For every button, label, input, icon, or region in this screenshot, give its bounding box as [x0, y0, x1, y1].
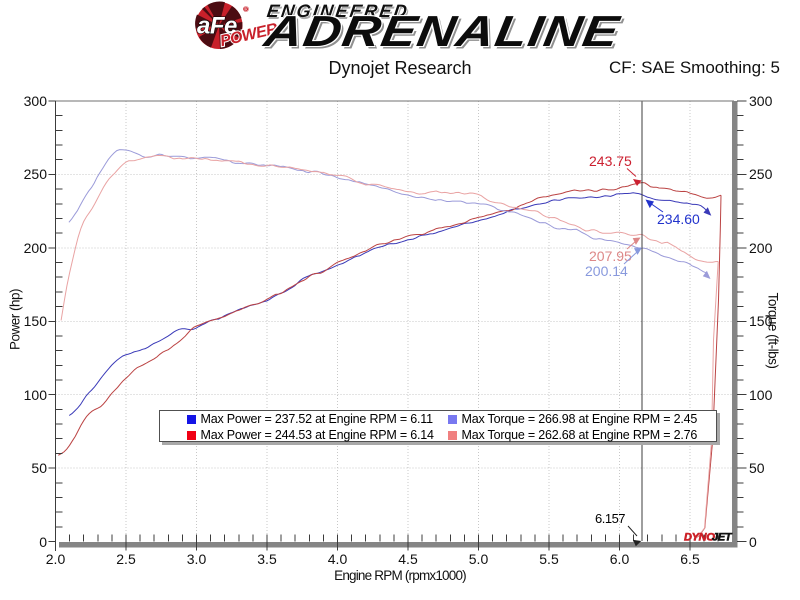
- svg-text:JET: JET: [712, 532, 733, 544]
- svg-text:®: ®: [244, 7, 249, 14]
- svg-text:DYNO: DYNO: [684, 532, 715, 544]
- svg-text:aFe: aFe: [197, 13, 237, 40]
